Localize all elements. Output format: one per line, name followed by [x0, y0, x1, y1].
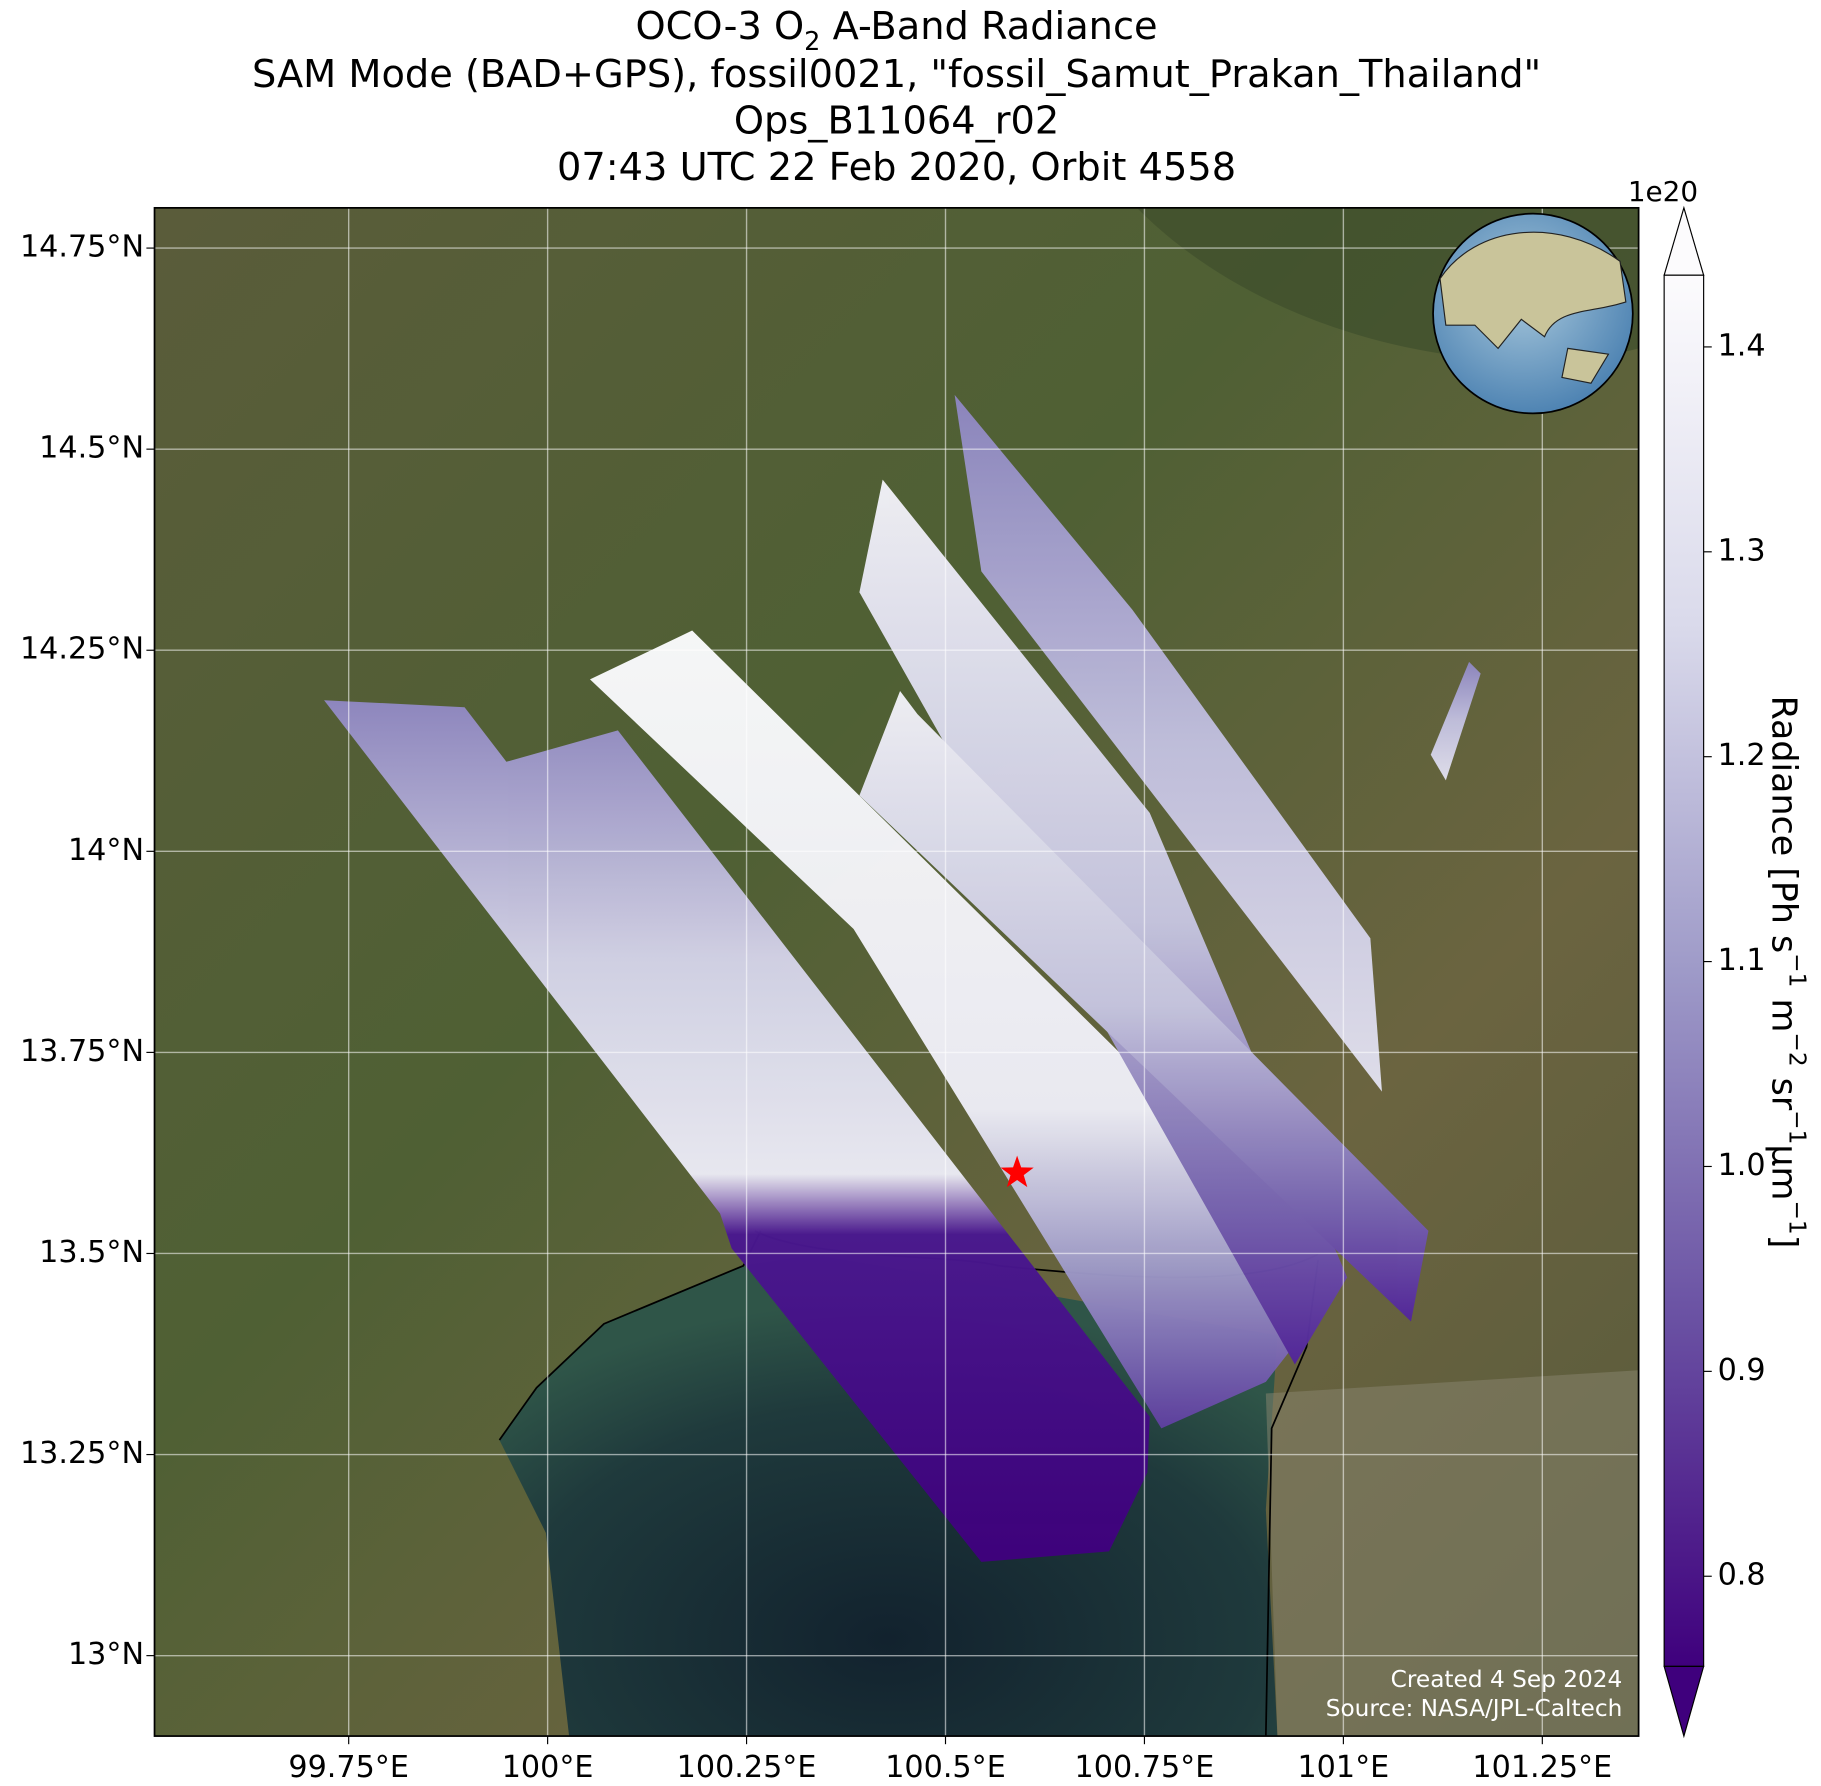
- colorbar-label-part: −1: [1784, 953, 1811, 987]
- colorbar-label-part: Radiance [Ph s: [1764, 696, 1804, 954]
- colorbar-tick-label: 0.9: [1718, 1353, 1766, 1388]
- colorbar-label-part: m: [1764, 987, 1804, 1032]
- inset-globe: [1432, 212, 1634, 415]
- title-part: OCO-3 O: [636, 3, 805, 48]
- colorbar-label-part: −2: [1784, 1032, 1811, 1066]
- y-tick-label: 13.5°N: [39, 1235, 144, 1270]
- colorbar-label-part: −1: [1784, 1110, 1811, 1144]
- credit: Created 4 Sep 2024: [1391, 1666, 1623, 1693]
- y-tick-label: 14.25°N: [20, 632, 144, 667]
- colorbar-tick-label: 1.0: [1718, 1148, 1766, 1183]
- colorbar-label-part: ]: [1764, 1235, 1804, 1249]
- colorbar-tick-label: 1.3: [1718, 533, 1766, 568]
- colorbar-label-part: −1: [1784, 1200, 1811, 1234]
- credit: Source: NASA/JPL-Caltech: [1326, 1695, 1623, 1722]
- site-marker: [1000, 1155, 1034, 1188]
- y-tick-label: 13.75°N: [20, 1034, 144, 1069]
- map-frame: [153, 206, 1640, 1737]
- colorbar-tick-label: 1.2: [1718, 738, 1766, 773]
- x-tick-label: 101.25°E: [1472, 1750, 1612, 1785]
- x-tick-label: 100.75°E: [1075, 1750, 1215, 1785]
- colorbar-label-part: μm: [1764, 1144, 1804, 1200]
- colorbar-label: Radiance [Ph s−1 m−2 sr−1μm−1]: [1764, 696, 1811, 1249]
- y-tick-label: 14.75°N: [20, 230, 144, 265]
- y-tick-label: 14°N: [68, 833, 144, 868]
- colorbar-extend-max: [1663, 205, 1705, 276]
- colorbar-label-part: sr: [1764, 1067, 1804, 1111]
- chart-subtitle: Ops_B11064_r02: [734, 99, 1059, 144]
- title-part: 2: [804, 27, 820, 57]
- title-part: A-Band Radiance: [820, 3, 1157, 48]
- colorbar-extend-min: [1663, 1665, 1705, 1739]
- x-tick-label: 99.75°E: [288, 1750, 409, 1785]
- colorbar-tick-label: 1.1: [1718, 943, 1766, 978]
- x-tick-label: 100.25°E: [677, 1750, 817, 1785]
- x-tick-label: 100°E: [502, 1750, 594, 1785]
- y-tick-label: 13°N: [68, 1637, 144, 1672]
- chart-subtitle: SAM Mode (BAD+GPS), fossil0021, "fossil_…: [252, 52, 1541, 97]
- colorbar-tick-label: 0.8: [1718, 1558, 1766, 1593]
- chart-title: OCO-3 O2 A-Band Radiance: [636, 3, 1158, 57]
- colorbar-multiplier: 1e20: [1628, 175, 1698, 208]
- y-tick-label: 13.25°N: [20, 1436, 144, 1471]
- x-tick-label: 101°E: [1297, 1750, 1389, 1785]
- colorbar: [1663, 274, 1705, 1667]
- y-tick-label: 14.5°N: [39, 431, 144, 466]
- colorbar-tick-label: 1.4: [1718, 328, 1766, 363]
- gridlines: [154, 207, 1639, 1737]
- x-tick-label: 100.5°E: [885, 1750, 1006, 1785]
- chart-subtitle: 07:43 UTC 22 Feb 2020, Orbit 4558: [557, 145, 1236, 190]
